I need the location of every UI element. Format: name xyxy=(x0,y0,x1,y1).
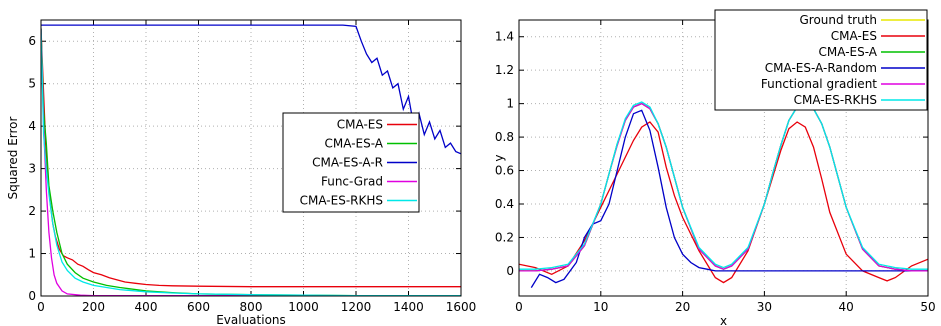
y-tick-label: 3 xyxy=(28,162,36,176)
legend-label: CMA-ES-RKHS xyxy=(300,194,383,208)
y-tick-label: 2 xyxy=(28,204,36,218)
x-tick-label: 400 xyxy=(135,300,158,314)
series-line-cma-es-a xyxy=(519,102,928,272)
legend-label: CMA-ES xyxy=(337,118,383,132)
series-line-cma-es-a-random xyxy=(530,109,928,288)
chart-panel-2: 0 10 20 30 40 50 0 0.2 0.4 0.6 0.8 1 1.2 1.4 x y Ground … xyxy=(492,9,936,326)
y-tick-label: 0 xyxy=(506,264,514,278)
x-tick-label: 0 xyxy=(37,300,45,314)
y-tick-label: 0.6 xyxy=(495,164,514,178)
y-tick-label: 0 xyxy=(28,289,36,303)
x-tick-label: 40 xyxy=(839,300,854,314)
series-line-cma-es-a-r xyxy=(41,24,461,155)
legend: Ground truth CMA-ES CMA-ES-A CMA-ES-A-Rando… xyxy=(714,9,928,111)
chart-panel-1: 0 200 400 600 800 1000 1200 1400 1600 0 1 2 3 4 5 6 Eval… xyxy=(6,19,477,326)
legend-label: CMA-ES xyxy=(831,29,877,43)
series-line-functional-gradient xyxy=(519,102,928,272)
legend-label: CMA-ES-A xyxy=(325,137,384,151)
legend-label: CMA-ES-A-R xyxy=(312,156,383,170)
series-line-cma-es xyxy=(519,121,928,284)
legend-label: CMA-ES-A-Random xyxy=(765,61,877,75)
x-axis-label: x xyxy=(720,314,727,326)
y-tick-label: 6 xyxy=(28,34,36,48)
series-line-cma-es-rkhs xyxy=(519,101,928,270)
x-tick-label: 0 xyxy=(515,300,523,314)
x-tick-label: 600 xyxy=(187,300,210,314)
plot-frame xyxy=(40,19,462,297)
series-line-cma-es xyxy=(41,28,461,288)
x-tick-label: 30 xyxy=(757,300,772,314)
x-tick-label: 1200 xyxy=(341,300,372,314)
x-tick-label: 800 xyxy=(240,300,263,314)
legend-box xyxy=(714,9,928,111)
x-tick-label: 1600 xyxy=(446,300,477,314)
legend: CMA-ES CMA-ES-A CMA-ES-A-R Func-Grad CMA-ES-… xyxy=(282,112,420,213)
x-axis-label: Evaluations xyxy=(216,313,286,326)
y-tick-label: 0.4 xyxy=(495,197,514,211)
y-tick-label: 1 xyxy=(28,247,36,261)
y-axis-label: Squared Error xyxy=(6,116,20,199)
y-tick-label: 1.2 xyxy=(495,63,514,77)
y-tick-label: 0.8 xyxy=(495,130,514,144)
y-tick-label: 0.2 xyxy=(495,230,514,244)
y-tick-label: 5 xyxy=(28,77,36,91)
x-tick-label: 1400 xyxy=(393,300,424,314)
legend-label: Ground truth xyxy=(799,13,877,27)
x-tick-label: 50 xyxy=(920,300,935,314)
y-tick-label: 1.4 xyxy=(495,30,514,44)
x-tick-label: 20 xyxy=(675,300,690,314)
series-line-cma-es-rkhs xyxy=(41,28,461,296)
series-line-ground-truth xyxy=(519,102,928,272)
legend-label: CMA-ES-A xyxy=(819,45,878,59)
y-axis-label: y xyxy=(492,154,506,161)
x-tick-label: 1000 xyxy=(288,300,319,314)
legend-label: Functional gradient xyxy=(761,77,877,91)
y-tick-label: 4 xyxy=(28,119,36,133)
y-tick-label: 1 xyxy=(506,97,514,111)
x-tick-label: 200 xyxy=(82,300,105,314)
x-tick-label: 10 xyxy=(593,300,608,314)
legend-label: CMA-ES-RKHS xyxy=(794,93,877,107)
legend-label: Func-Grad xyxy=(321,175,383,189)
